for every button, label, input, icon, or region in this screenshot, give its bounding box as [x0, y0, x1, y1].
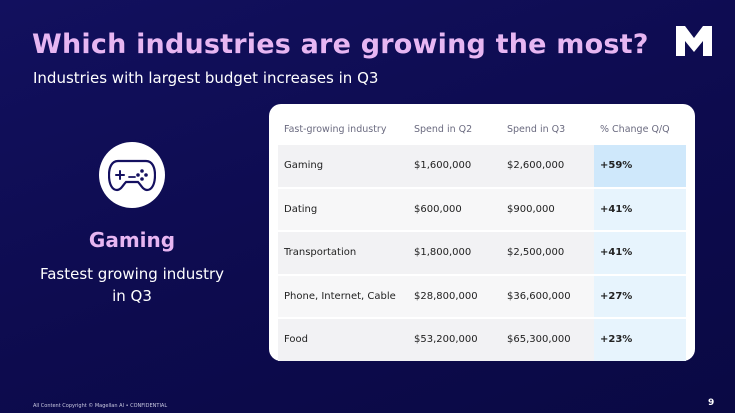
table-header-row: Fast-growing industry Spend in Q2 Spend …: [278, 115, 686, 144]
table-row: Gaming $1,600,000 $2,600,000 +59%: [278, 143, 686, 188]
cell-change: +27%: [594, 273, 686, 318]
cell-industry: Gaming: [278, 143, 408, 188]
cell-change: +59%: [594, 143, 686, 188]
cell-industry: Food: [278, 317, 408, 361]
cell-q2: $53,200,000: [408, 317, 501, 361]
cell-q3: $36,600,000: [501, 273, 594, 318]
slide-subtitle: Industries with largest budget increases…: [33, 69, 379, 87]
footer-copyright: All Content Copyright © Magellan AI • CO…: [33, 403, 168, 409]
highlight-title: Gaming: [88, 228, 176, 252]
header-industry: Fast-growing industry: [284, 123, 387, 135]
table-row: Dating $600,000 $900,000 +41%: [278, 186, 686, 231]
highlight-description: Fastest growing industry in Q3: [39, 265, 225, 305]
cell-change: +23%: [594, 317, 686, 361]
gamepad-icon: [99, 142, 165, 208]
cell-q3: $2,600,000: [501, 143, 594, 188]
cell-q2: $1,600,000: [408, 143, 501, 188]
cell-industry: Transportation: [278, 230, 408, 275]
cell-industry: Phone, Internet, Cable: [278, 273, 408, 318]
cell-q2: $1,800,000: [408, 230, 501, 275]
slide-title: Which industries are growing the most?: [32, 29, 649, 60]
page-number: 9: [708, 398, 715, 408]
header-spend-q2: Spend in Q2: [414, 123, 473, 135]
table-row: Transportation $1,800,000 $2,500,000 +41…: [278, 230, 686, 275]
cell-q3: $2,500,000: [501, 230, 594, 275]
header-change: % Change Q/Q: [600, 123, 670, 135]
industry-table: Fast-growing industry Spend in Q2 Spend …: [278, 115, 686, 361]
m-logo-icon: [676, 26, 712, 56]
header-spend-q3: Spend in Q3: [507, 123, 566, 135]
industry-table-card: Fast-growing industry Spend in Q2 Spend …: [269, 104, 695, 361]
cell-q3: $65,300,000: [501, 317, 594, 361]
cell-change: +41%: [594, 186, 686, 231]
cell-q3: $900,000: [501, 186, 594, 231]
table-row: Food $53,200,000 $65,300,000 +23%: [278, 317, 686, 361]
cell-q2: $600,000: [408, 186, 501, 231]
cell-industry: Dating: [278, 186, 408, 231]
table-row: Phone, Internet, Cable $28,800,000 $36,6…: [278, 273, 686, 318]
cell-change: +41%: [594, 230, 686, 275]
cell-q2: $28,800,000: [408, 273, 501, 318]
